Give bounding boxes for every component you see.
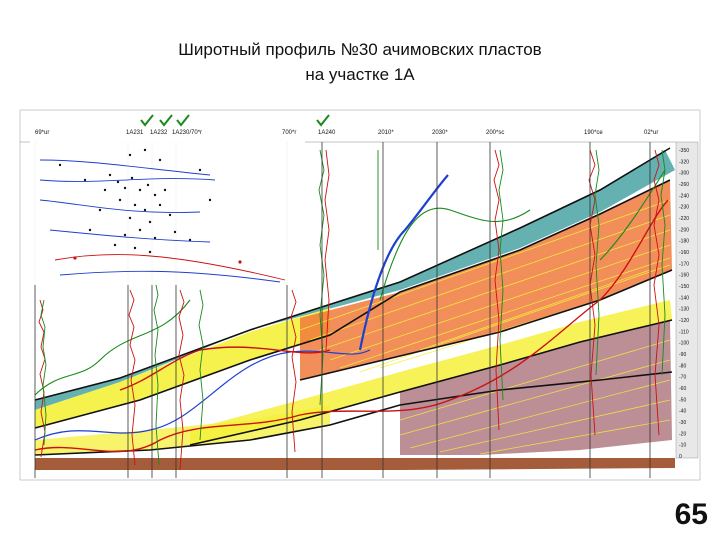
depth-label: -120 (679, 318, 689, 324)
depth-label: -320 (679, 159, 689, 165)
depth-label: 0 (679, 454, 682, 460)
scatter-points (58, 148, 242, 264)
checkmark-icon (140, 114, 154, 127)
depth-label: -260 (679, 182, 689, 188)
depth-label: -140 (679, 295, 689, 301)
horizon-lines (34, 147, 673, 456)
well-label: 1A240 (318, 130, 336, 136)
checkmark-icon (316, 114, 330, 127)
inset-scatter-diagram (30, 140, 305, 285)
depth-label: -160 (679, 250, 689, 256)
well-label: 2030* (432, 130, 448, 136)
orange-layer (300, 180, 672, 380)
checkmark-icon (176, 114, 190, 127)
blue-lower-curves (34, 349, 371, 441)
page-number: 65 (674, 498, 708, 531)
depth-label: -170 (679, 261, 689, 267)
depth-label: -10 (679, 443, 686, 449)
depth-scale: -350-320-300-260-240-230-220-200-180-160… (675, 141, 699, 460)
slide-title-line1: Широтный профиль №30 ачимовских пластов (178, 40, 542, 59)
depth-label: -300 (679, 171, 689, 177)
depth-label: -240 (679, 193, 689, 199)
check-marks (140, 114, 330, 127)
depth-label: -30 (679, 420, 686, 426)
slide-title-line2: на участке 1А (305, 65, 415, 84)
brown-base-layer (35, 458, 675, 470)
depth-label: -80 (679, 363, 686, 369)
depth-label: -220 (679, 216, 689, 222)
depth-label: -50 (679, 397, 686, 403)
depth-label: -60 (679, 386, 686, 392)
well-label: 200*sc (486, 130, 504, 136)
well-label: 2010* (378, 130, 394, 136)
checkmark-icon (159, 114, 173, 127)
blue-trend-curve (358, 174, 449, 351)
well-label: 1A232 (150, 130, 168, 136)
yellow-layer-lower (35, 405, 330, 455)
well-labels: 69*ur 1A231 1A232 1A230/70*r 700*r 1A240… (35, 130, 658, 136)
depth-label: -350 (679, 148, 689, 154)
well-label: 1A230/70*r (172, 130, 202, 136)
well-label: 69*ur (35, 130, 49, 136)
depth-label: -110 (679, 329, 689, 335)
depth-label: -100 (679, 341, 689, 347)
depth-label: -180 (679, 239, 689, 245)
well-label: 190*ce (584, 130, 603, 136)
depth-label: -230 (679, 205, 689, 211)
well-label: 1A231 (126, 130, 144, 136)
depth-label: -90 (679, 352, 686, 358)
red-curves (34, 199, 669, 453)
depth-label: -70 (679, 375, 686, 381)
depth-label: -130 (679, 307, 689, 313)
well-label: 700*r (282, 130, 296, 136)
depth-label: -160 (679, 273, 689, 279)
mauve-layer-hatching (399, 339, 671, 455)
depth-label: -20 (679, 431, 686, 437)
well-label: 02*ur (644, 130, 658, 136)
depth-label: -40 (679, 409, 686, 415)
mauve-layer (400, 320, 672, 455)
depth-label: -150 (679, 284, 689, 290)
depth-label: -200 (679, 227, 689, 233)
